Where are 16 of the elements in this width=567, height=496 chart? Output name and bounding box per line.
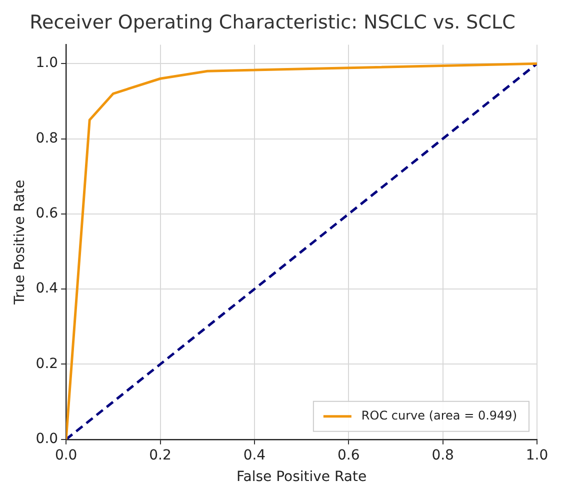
- y-tick-label: 1.0: [36, 55, 58, 72]
- y-axis-title: True Positive Rate: [12, 180, 28, 306]
- legend-label: ROC curve (area = 0.949): [361, 408, 518, 423]
- y-tick-label: 0.2: [36, 356, 58, 372]
- y-tick-label: 0.8: [36, 130, 58, 146]
- y-tick-label: 0.4: [36, 280, 58, 297]
- x-tick-label: 0.6: [337, 447, 360, 464]
- x-tick-label: 1.0: [526, 447, 548, 464]
- x-tick-label: 0.8: [432, 447, 454, 464]
- y-tick-label: 0.0: [36, 431, 58, 448]
- y-tick-label: 0.6: [36, 206, 58, 222]
- x-tick-label: 0.2: [149, 447, 172, 464]
- chart-title: Receiver Operating Characteristic: NSCLC vs. SCLC: [30, 11, 516, 34]
- x-tick-label: 0.0: [54, 447, 78, 464]
- x-tick-label: 0.4: [243, 447, 266, 464]
- x-axis-title: False Positive Rate: [236, 469, 367, 486]
